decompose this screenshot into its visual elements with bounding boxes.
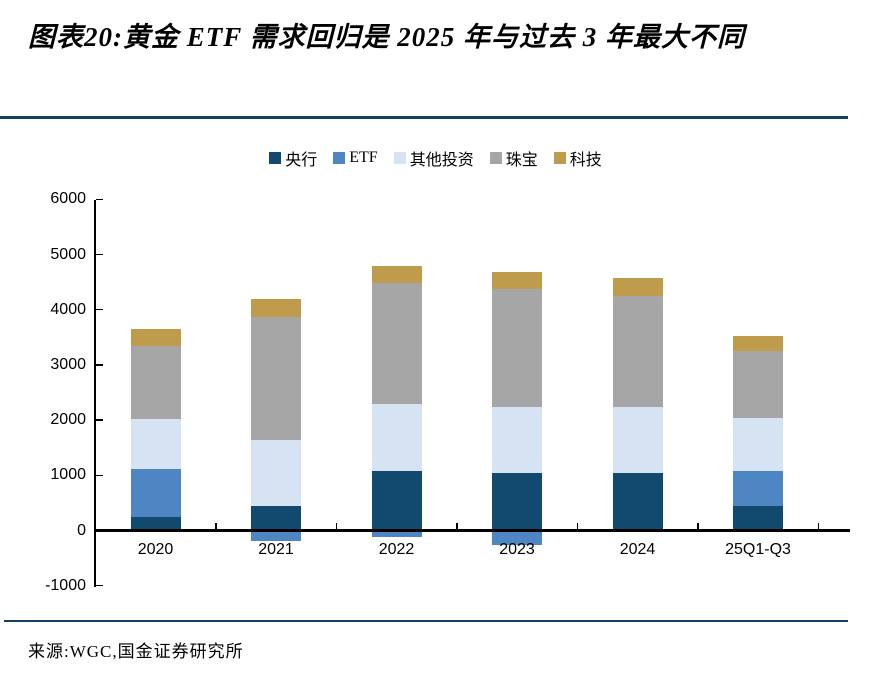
bar-segment-other-investment-2021 [251,439,301,506]
y-axis-label: -1000 [45,576,86,594]
x-axis-label-25Q1-Q3: 25Q1-Q3 [725,540,791,558]
bar-segment-jewelry-2023 [492,288,542,408]
bar-segment-etf-2021 [251,530,301,541]
x-axis-tick [215,522,217,531]
x-axis-tick [456,522,458,531]
title-divider-rule [0,116,848,119]
y-axis-line [94,199,96,587]
legend-item-technology: 科技 [553,146,602,170]
y-axis-label: 4000 [50,300,86,318]
y-axis-tick [96,198,103,201]
bar-segment-jewelry-2020 [130,345,181,419]
bar-segment-jewelry-2021 [251,316,301,440]
y-axis-label: 5000 [50,245,86,263]
legend-label-other-investment: 其他投资 [409,152,474,169]
legend-swatch-central-bank [269,152,282,164]
x-axis-label-2022: 2022 [378,540,415,558]
bar-segment-central-bank-2021 [251,505,301,531]
bar-segment-etf-2020 [130,468,181,517]
bar-segment-other-investment-2024 [612,407,663,474]
bar-segment-central-bank-2023 [492,473,542,531]
source-note: 来源:WGC,国金证券研究所 [28,642,244,661]
x-axis-label-2023: 2023 [499,540,535,558]
bar-segment-technology-2022 [371,265,422,283]
legend-label-jewelry: 珠宝 [505,152,538,169]
legend-swatch-technology [553,152,566,164]
y-axis-tick [96,253,103,256]
x-axis-label-2024: 2024 [619,540,656,558]
x-axis-label-2020: 2020 [137,540,174,558]
bar-segment-jewelry-2024 [612,296,663,408]
bar-segment-technology-25Q1-Q3 [733,335,783,351]
legend-label-central-bank: 央行 [285,152,318,169]
legend-swatch-other-investment [393,152,406,164]
x-axis-tick [817,522,819,531]
x-axis-tick [697,522,699,531]
bar-segment-other-investment-25Q1-Q3 [733,418,783,472]
y-axis-label: 3000 [50,355,86,373]
y-axis-tick [96,529,103,532]
bar-segment-technology-2021 [251,298,301,317]
x-axis-tick [576,522,578,531]
x-axis-tick [335,522,337,531]
bar-segment-other-investment-2022 [371,403,422,471]
bar-segment-other-investment-2020 [130,418,181,469]
x-axis-line [94,529,850,532]
bar-segment-etf-2023 [492,530,542,545]
y-axis-label: 6000 [50,190,86,208]
bar-segment-other-investment-2023 [492,407,542,474]
chart-legend: 央行 ETF 其他投资 珠宝 科技 [0,146,871,170]
legend-swatch-jewelry [489,152,502,164]
legend-label-etf: ETF [349,149,378,166]
bar-segment-etf-2022 [371,530,422,538]
y-axis-tick [96,364,103,366]
bar-segment-central-bank-2024 [612,473,663,531]
legend-label-technology: 科技 [569,152,602,169]
bar-segment-etf-25Q1-Q3 [733,471,783,507]
bar-segment-central-bank-25Q1-Q3 [733,506,783,531]
legend-item-etf: ETF [333,149,378,167]
y-axis-tick [96,474,103,477]
y-axis-label: 1000 [50,466,86,484]
y-axis-tick [96,419,103,421]
y-axis-label: 2000 [50,411,86,429]
bar-segment-jewelry-25Q1-Q3 [733,350,783,419]
figure-bottom-rule [4,620,848,622]
figure-title: 图表20:黄金 ETF 需求回归是 2025 年与过去 3 年最大不同 [28,22,746,52]
bar-segment-central-bank-2022 [371,470,422,531]
bar-segment-technology-2023 [492,272,542,289]
legend-swatch-etf [333,152,346,164]
legend-item-other-investment: 其他投资 [393,146,474,170]
legend-item-jewelry: 珠宝 [489,146,538,170]
x-axis-label-2021: 2021 [258,540,294,558]
bar-segment-jewelry-2022 [371,282,422,404]
bar-segment-technology-2020 [130,329,181,346]
legend-item-central-bank: 央行 [269,146,317,170]
y-axis-label: 0 [77,521,86,539]
y-axis-tick [96,584,103,587]
bar-segment-central-bank-2020 [130,516,181,531]
bar-segment-technology-2024 [612,278,663,297]
y-axis-tick [96,308,103,311]
